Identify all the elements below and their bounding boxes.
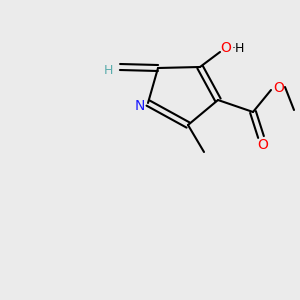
Text: O: O	[274, 81, 284, 95]
Text: O: O	[220, 41, 231, 55]
Text: N: N	[135, 99, 145, 113]
Text: H: H	[103, 64, 113, 77]
Text: ·H: ·H	[231, 41, 245, 55]
Text: O: O	[258, 138, 268, 152]
